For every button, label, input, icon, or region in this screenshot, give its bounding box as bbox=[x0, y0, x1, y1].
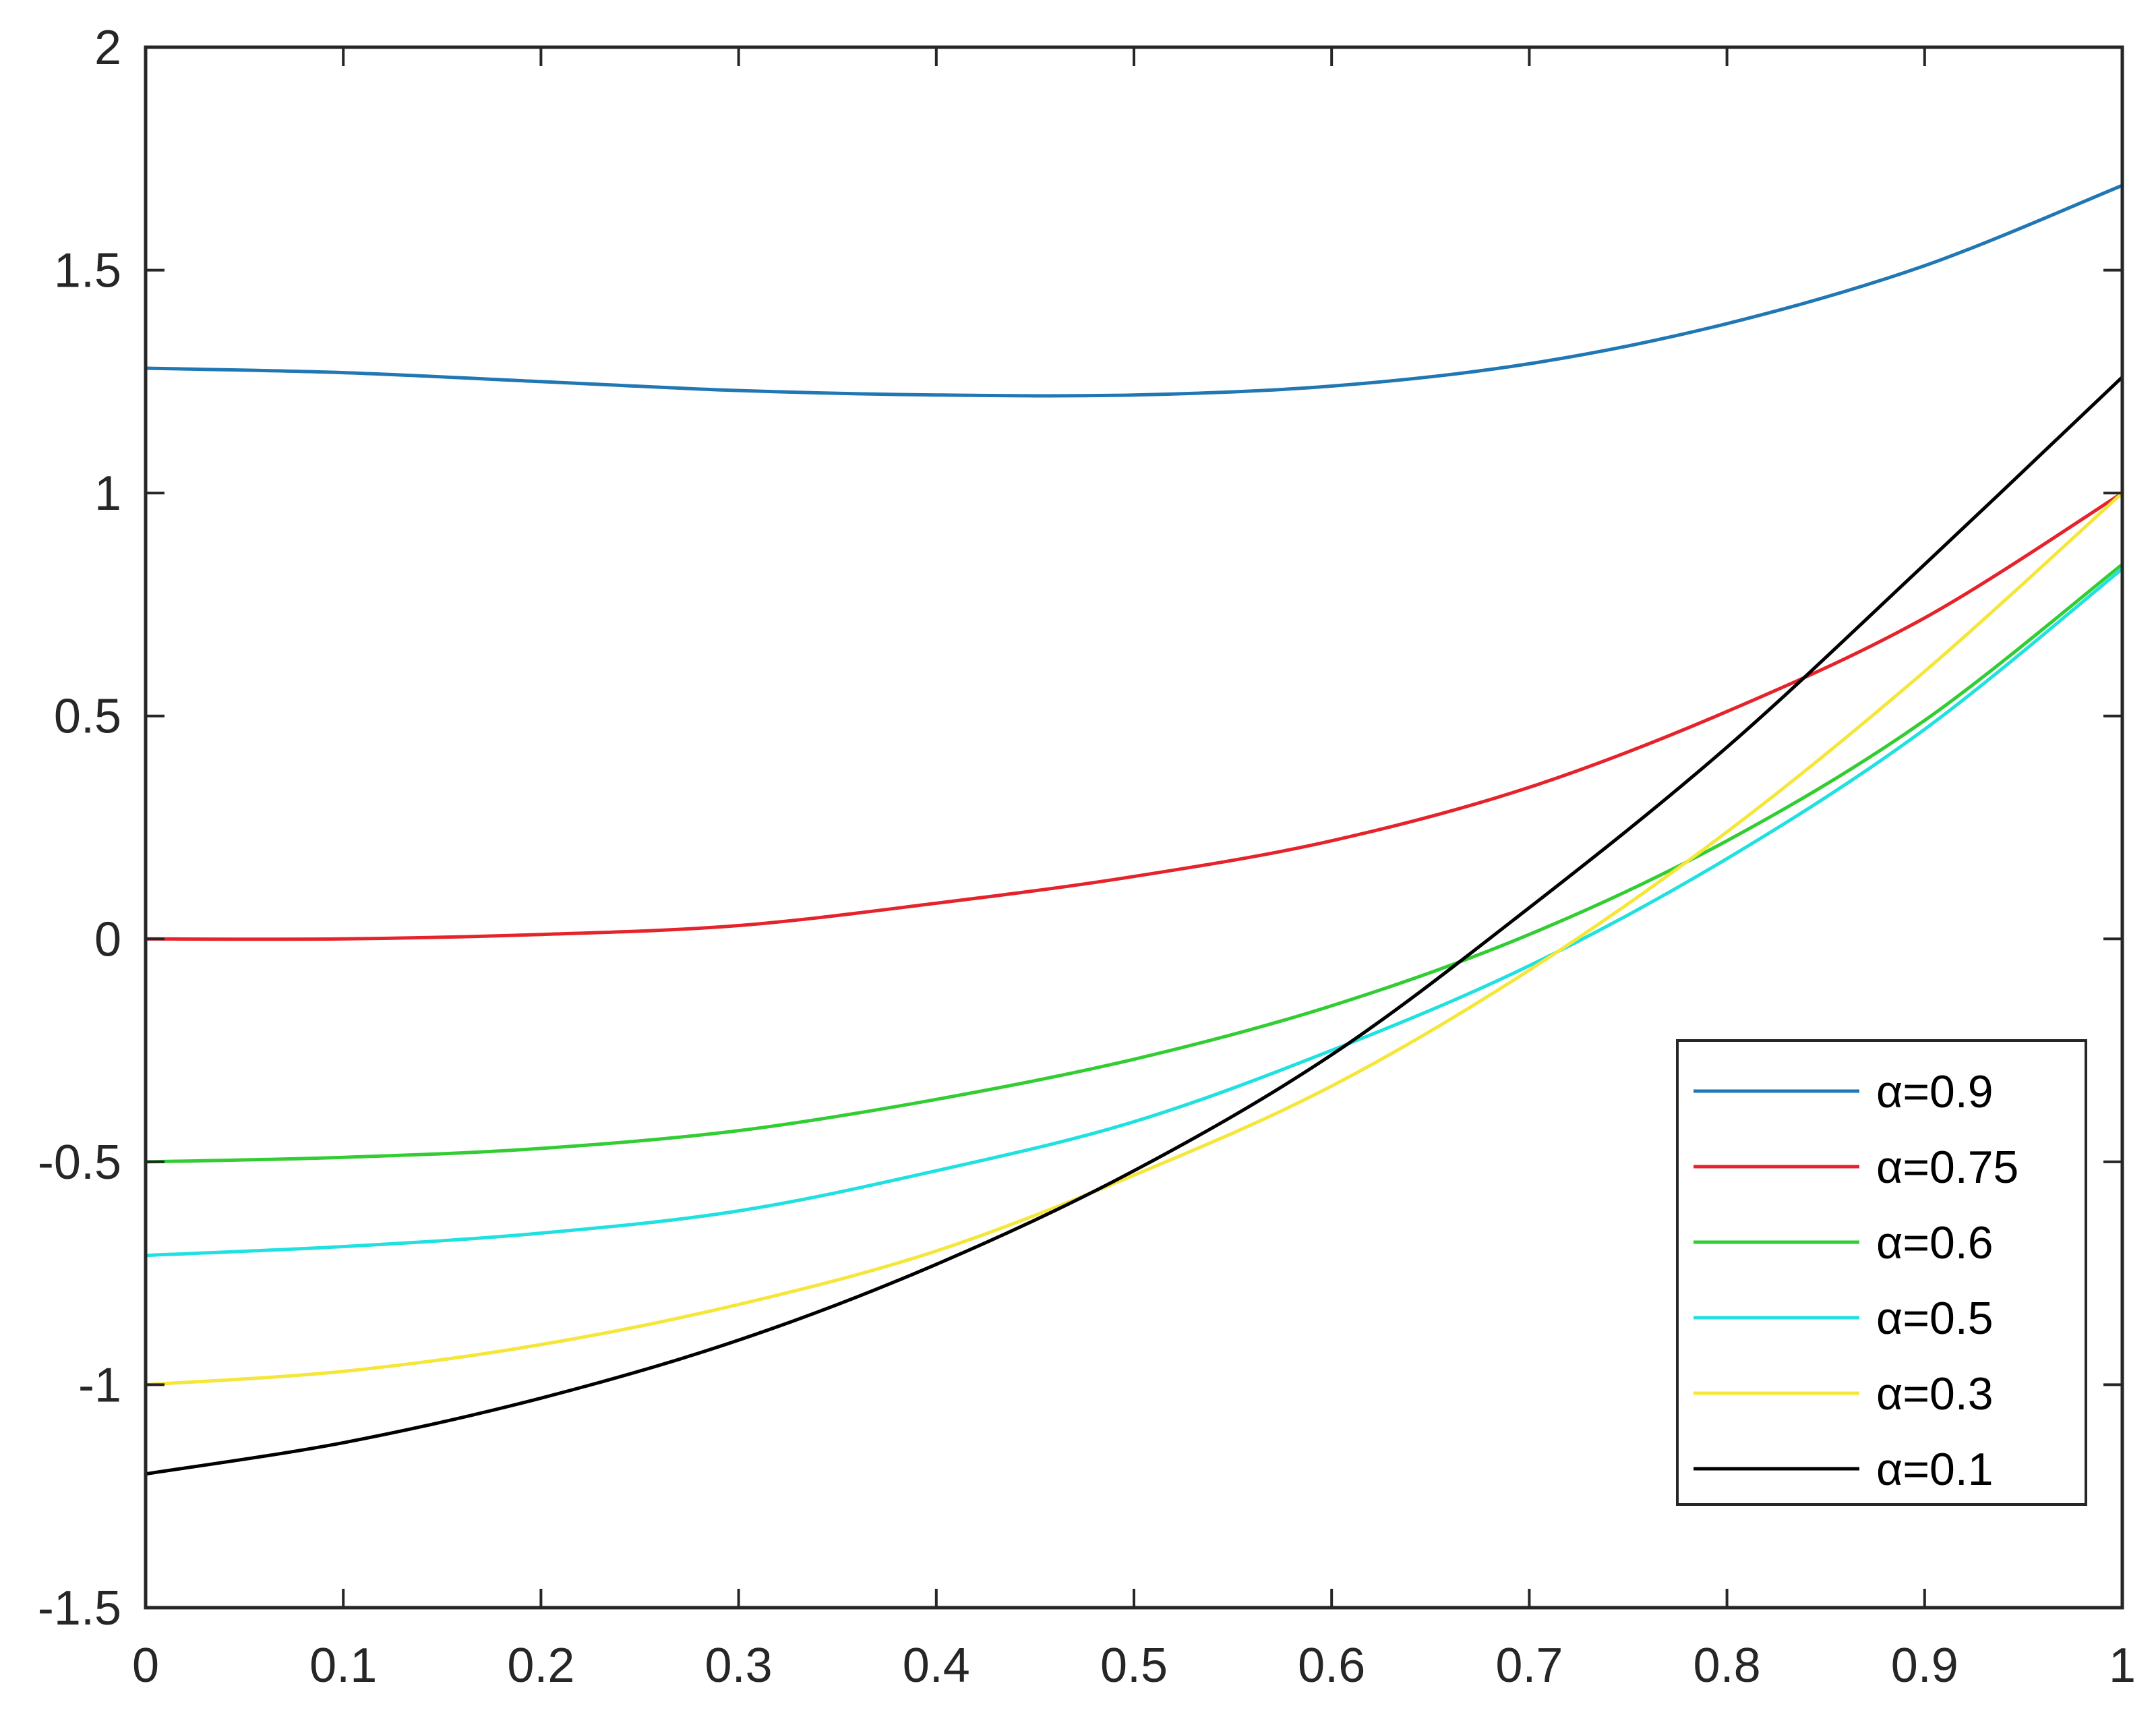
legend-label: α=0.75 bbox=[1876, 1142, 2018, 1193]
x-tick-label: 0.7 bbox=[1495, 1639, 1563, 1693]
x-axis: 0 0.1 0.2 0.3 0.4 0.5 0.6 0.7 0.8 0.9 1 bbox=[132, 47, 2136, 1693]
x-tick-label: 0.4 bbox=[903, 1639, 970, 1693]
series-line-2 bbox=[144, 562, 2124, 1164]
legend-label: α=0.1 bbox=[1876, 1444, 1994, 1495]
x-tick-label: 0 bbox=[132, 1639, 159, 1693]
series-line-3 bbox=[144, 567, 2124, 1258]
x-tick-label: 0.9 bbox=[1891, 1639, 1958, 1693]
legend-label: α=0.5 bbox=[1876, 1293, 1994, 1344]
y-tick-label: 2 bbox=[94, 21, 121, 75]
y-axis: -1.5 -1 -0.5 0 0.5 1 1.5 2 bbox=[38, 21, 2122, 1635]
series-line-0 bbox=[144, 183, 2124, 398]
y-tick-label: -1.5 bbox=[38, 1581, 121, 1635]
x-tick-label: 0.1 bbox=[309, 1639, 377, 1693]
y-tick-label: 1.5 bbox=[54, 244, 121, 298]
x-tick-label: 0.6 bbox=[1298, 1639, 1365, 1693]
y-tick-label: -0.5 bbox=[38, 1136, 121, 1190]
x-tick-label: 1 bbox=[2109, 1639, 2136, 1693]
legend-label: α=0.6 bbox=[1876, 1217, 1994, 1268]
legend-box bbox=[1676, 1039, 2087, 1506]
x-tick-label: 0.5 bbox=[1100, 1639, 1168, 1693]
legend: α=0.9 α=0.75 α=0.6 α=0.5 α=0.3 α=0.1 bbox=[1676, 1039, 2087, 1506]
series-line-4 bbox=[144, 491, 2124, 1386]
y-tick-label: 0 bbox=[94, 912, 121, 966]
x-tick-label: 0.2 bbox=[507, 1639, 574, 1693]
legend-label: α=0.9 bbox=[1876, 1066, 1994, 1117]
series-line-5 bbox=[144, 375, 2124, 1476]
y-tick-label: 1 bbox=[94, 467, 121, 521]
y-tick-label: -1 bbox=[78, 1358, 121, 1412]
plot-lines bbox=[144, 183, 2124, 1476]
legend-label: α=0.3 bbox=[1876, 1368, 1994, 1420]
y-tick-label: 0.5 bbox=[54, 690, 121, 744]
x-tick-label: 0.8 bbox=[1694, 1639, 1761, 1693]
x-tick-label: 0.3 bbox=[705, 1639, 773, 1693]
